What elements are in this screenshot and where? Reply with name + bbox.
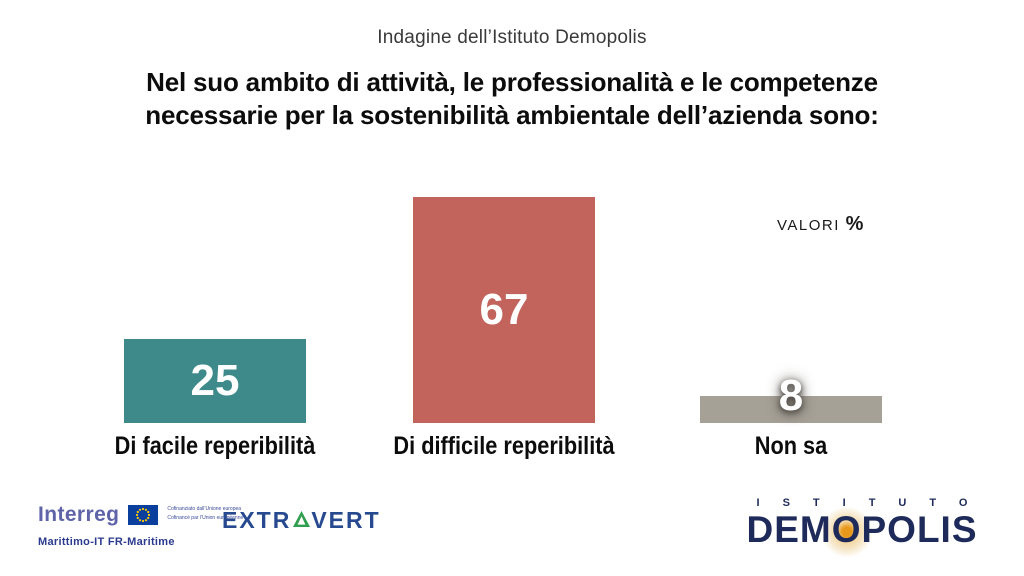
extravert-text-post: VERT <box>311 507 381 533</box>
demopolis-letter-o: O <box>820 505 873 558</box>
footer-logos: Interreg Cofinanziato dall’Unione europe… <box>0 495 1024 570</box>
bar-group-di-facile-reperibilita: 25 Di facile reperibilità <box>115 339 315 460</box>
category-label-di-difficile-reperibilita: Di difficile reperibilità <box>393 432 615 460</box>
title-line-1: Nel suo ambito di attività, le professio… <box>146 67 878 97</box>
eu-cofinance-line-fr: Cofinancé par l’Union européenne <box>167 515 244 521</box>
bar-non-sa: 8 <box>700 374 882 423</box>
percent-symbol: % <box>845 213 864 235</box>
bar-group-non-sa: 8 Non sa <box>700 374 882 460</box>
category-label-di-facile-reperibilita: Di facile reperibilità <box>114 432 316 460</box>
extravert-text-pre: EXTR <box>222 507 292 533</box>
bar-value-label: 8 <box>778 371 804 420</box>
values-unit-note-label: VALORI <box>777 217 840 234</box>
bar-di-difficile-reperibilita: 67 <box>413 197 595 423</box>
demopolis-text-pre: DEM <box>746 509 832 550</box>
bar-group-di-difficile-reperibilita: 67 Di difficile reperibilità <box>393 197 615 460</box>
bar-chart: 25 Di facile reperibilità 67 Di difficil… <box>0 180 1024 460</box>
values-unit-note: VALORI % <box>777 213 863 236</box>
demopolis-wordmark: DEM OPOLIS <box>728 505 996 558</box>
bar-value-label: 67 <box>479 285 529 334</box>
extravert-logo: EXTR VERT <box>222 506 381 535</box>
category-label-non-sa: Non sa <box>754 432 828 460</box>
survey-source-subtitle: Indagine dell’Istituto Demopolis <box>377 27 647 48</box>
demopolis-istituto-label: ISTITUTO <box>756 497 991 509</box>
bar-value-label: 25 <box>190 356 240 405</box>
title-line-2: necessarie per la sostenibilità ambienta… <box>145 100 879 130</box>
eu-flag-icon <box>128 505 159 525</box>
demopolis-logo: ISTITUTO DEM OPOLIS <box>728 497 996 558</box>
page-title: Nel suo ambito di attività, le professio… <box>0 66 1024 132</box>
interreg-logo: Interreg <box>38 503 120 526</box>
extravert-triangle-icon <box>293 506 311 533</box>
demopolis-text-post: POLIS <box>861 509 978 550</box>
eu-cofinance-text: Cofinanziato dall’Unione europea Cofinan… <box>167 506 243 524</box>
bar-di-facile-reperibilita: 25 <box>124 339 306 423</box>
eu-cofinance-line-it: Cofinanziato dall’Unione europea <box>167 506 242 512</box>
interreg-logo-block: Interreg Cofinanziato dall’Unione europe… <box>38 503 243 548</box>
program-name-label: Marittimo-IT FR-Maritime <box>38 536 175 548</box>
